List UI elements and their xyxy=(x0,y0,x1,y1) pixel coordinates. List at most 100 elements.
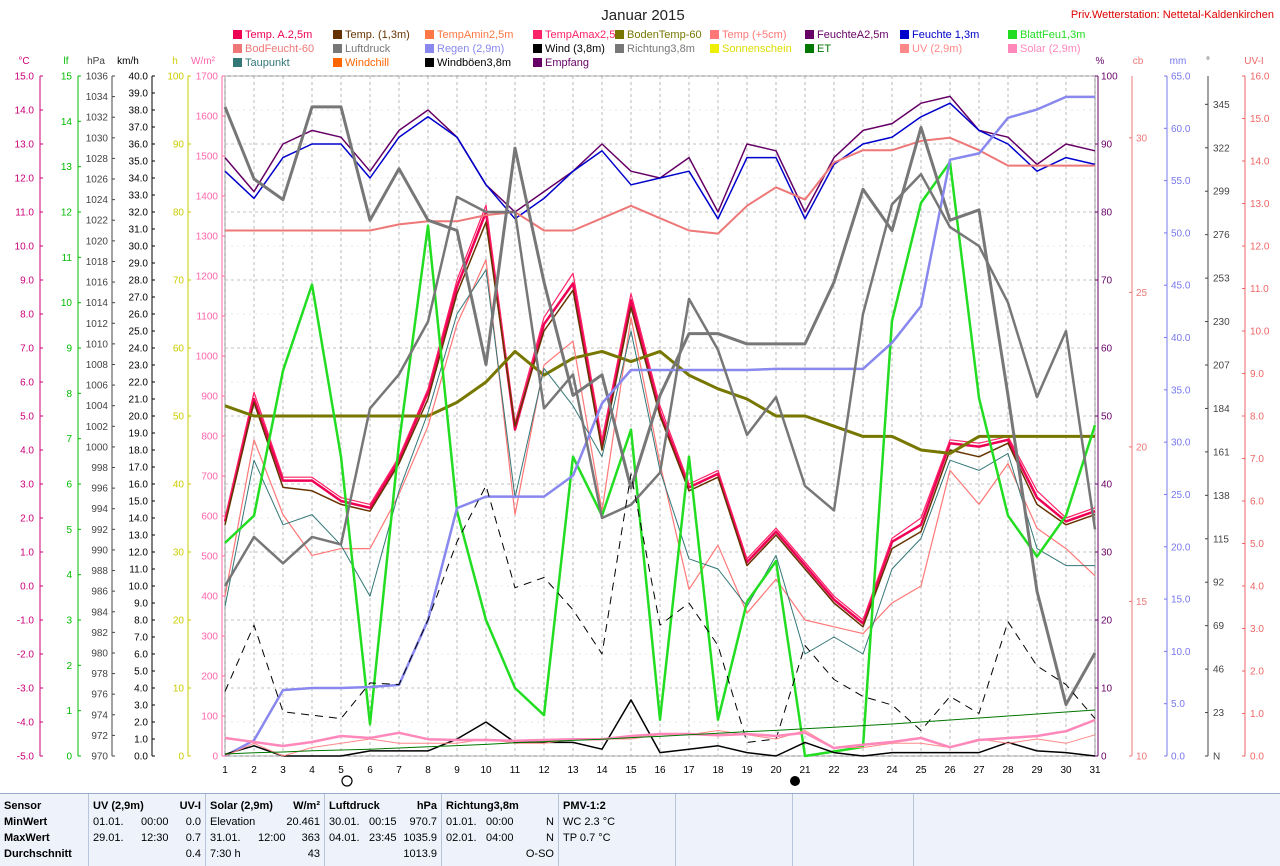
axis-tick-label-c: -1.0 xyxy=(17,616,35,627)
footer-direction-min-date: 01.01. xyxy=(446,816,477,828)
axis-tick-label-lf: 10 xyxy=(61,298,73,309)
footer-solar-avg-value: 43 xyxy=(307,848,320,860)
axis-tick-label-c: -4.0 xyxy=(17,718,35,729)
legend-label: FeuchteA2,5m xyxy=(817,29,889,41)
axis-tick-label-mm: 50.0 xyxy=(1171,228,1191,239)
axis-tick-label-kmh: 3.0 xyxy=(134,701,148,712)
footer-pressure-title: Luftdruck xyxy=(329,800,380,812)
axis-tick-label-c: 15.0 xyxy=(15,72,35,83)
axis-tick-label-hpa: 988 xyxy=(91,566,108,577)
axis-tick-label-wm2: 1000 xyxy=(196,352,219,363)
axis-tick-label-pct: 30 xyxy=(1101,548,1113,559)
axis-tick-label-hpa: 982 xyxy=(91,628,108,639)
axis-tick-label-c: 8.0 xyxy=(20,310,34,321)
axis-unit-uv: UV-I xyxy=(1244,56,1263,67)
axis-tick-label-kmh: 0.0 xyxy=(134,752,148,763)
footer-direction-min-value: N xyxy=(546,816,554,828)
axis-tick-label-kmh: 30.0 xyxy=(129,242,149,253)
legend-label: BodenTemp-60 xyxy=(627,29,702,41)
axis-tick-label-kmh: 6.0 xyxy=(134,650,148,661)
moon-full-icon xyxy=(341,775,353,787)
axis-tick-label-kmh: 38.0 xyxy=(129,106,149,117)
axis-tick-label-hpa: 1026 xyxy=(86,175,109,186)
axis-tick-label-hpa: 998 xyxy=(91,463,108,474)
axis-tick-label-kmh: 24.0 xyxy=(129,344,149,355)
axis-tick-label-lf: 9 xyxy=(66,344,72,355)
axis-tick-label-kmh: 15.0 xyxy=(129,497,149,508)
axis-tick-label-kmh: 16.0 xyxy=(129,480,149,491)
series-line-temp5cm xyxy=(224,259,1096,635)
footer-solar-max-time: 12:00 xyxy=(258,832,286,844)
footer-pressure-min-date: 30.01. xyxy=(329,816,360,828)
footer-direction-avg-value: O-SO xyxy=(525,848,554,860)
axis-tick-label-c: 12.0 xyxy=(15,174,35,185)
axis-tick-label-pct: 90 xyxy=(1101,140,1113,151)
axis-tick-label-kmh: 40.0 xyxy=(129,72,149,83)
footer-pressure-max-time: 23:45 xyxy=(369,832,397,844)
legend-label: Sonnenschein xyxy=(722,43,792,55)
series-line-tempAmax xyxy=(224,204,1096,621)
axis-tick-label-uv: 10.0 xyxy=(1250,327,1270,338)
axis-tick-label-mm: 55.0 xyxy=(1171,176,1191,187)
footer-uv-unit: UV-I xyxy=(179,800,201,812)
legend-label: Empfang xyxy=(545,57,589,69)
axis-tick-label-hpa: 976 xyxy=(91,690,108,701)
axis-tick-label-kmh: 35.0 xyxy=(129,157,149,168)
x-axis-ticks: 1 2 3 4 5 6 7 8 9 10 11 12 13 14 15 16 17 18 19 20 21 22 23 24 2… xyxy=(222,765,1101,776)
axis-unit-cb: cb xyxy=(1133,56,1144,67)
axis-tick-label-uv: 14.0 xyxy=(1250,157,1270,168)
footer-pmv-tp: TP 0.7 °C xyxy=(563,832,611,844)
x-tick-label: 7 xyxy=(396,765,402,776)
legend-label: Feuchte 1,3m xyxy=(912,29,979,41)
legend-swatch xyxy=(233,30,242,39)
series-group xyxy=(223,95,1097,758)
axis-tick-label-kmh: 21.0 xyxy=(129,395,149,406)
axis-tick-label-lf: 0 xyxy=(66,752,72,763)
footer-pmv-title: PMV-1:2 xyxy=(563,800,606,812)
axis-tick-label-kmh: 20.0 xyxy=(129,412,149,423)
x-tick-label: 3 xyxy=(280,765,286,776)
legend-label: Solar (2,9m) xyxy=(1020,43,1081,55)
series-line-bodenTemp xyxy=(224,349,1095,455)
axis-tick-label-c: 11.0 xyxy=(15,208,34,219)
footer-direction-max-date: 02.01. xyxy=(446,832,477,844)
footer-empty-column-1 xyxy=(676,794,793,866)
axis-unit-pct: % xyxy=(1096,56,1105,67)
legend-label: Windchill xyxy=(345,57,389,69)
axis-tick-label-hpa: 996 xyxy=(91,484,108,495)
legend-label: Taupunkt xyxy=(245,57,290,69)
legend-label: TempAmax2,5m xyxy=(545,29,624,41)
axis-tick-label-pct: 60 xyxy=(1101,344,1113,355)
axis-tick-label-kmh: 22.0 xyxy=(129,378,149,389)
legend-swatch xyxy=(333,58,342,67)
axis-tick-label-kmh: 31.0 xyxy=(129,225,149,236)
axis-tick-label-hpa: 974 xyxy=(91,710,108,721)
footer-pressure-avg-value: 1013.9 xyxy=(403,848,437,860)
axis-tick-label-lf: 13 xyxy=(61,162,73,173)
station-label: Priv.Wetterstation: Nettetal-Kaldenkirch… xyxy=(1071,9,1274,21)
footer-pressure-unit: hPa xyxy=(416,800,437,812)
axis-tick-label-deg: 138 xyxy=(1213,491,1230,502)
axis-tick-label-kmh: 25.0 xyxy=(129,327,149,338)
legend-swatch xyxy=(1008,44,1017,53)
axis-tick-label-deg: 23 xyxy=(1213,708,1225,719)
axis-tick-label-wm2: 800 xyxy=(201,432,218,443)
x-tick-label: 15 xyxy=(625,765,637,776)
axis-tick-label-hpa: 1008 xyxy=(86,360,109,371)
footer-solar-column: Solar (2,9m) W/m² Elevation 20.461 31.01. 1… xyxy=(206,794,325,866)
legend-swatch xyxy=(533,44,542,53)
axis-tick-label-kmh: 23.0 xyxy=(129,361,149,372)
footer-direction-column: Richtung3,8m 01.01. 00:00 N 02.01. 04:00 N O… xyxy=(442,794,559,866)
x-tick-label: 27 xyxy=(973,765,985,776)
axis-tick-label-kmh: 5.0 xyxy=(134,667,148,678)
axis-tick-label-h: 70 xyxy=(173,276,185,287)
footer-solar-title: Solar (2,9m) xyxy=(210,800,273,812)
axis-tick-label-lf: 7 xyxy=(66,434,72,445)
x-tick-label: 22 xyxy=(828,765,840,776)
axis-tick-label-c: 2.0 xyxy=(20,514,34,525)
statistics-footer: Sensor MinWert MaxWert Durchschnitt UV (… xyxy=(0,793,1280,866)
axis-tick-label-hpa: 1016 xyxy=(86,278,109,289)
axis-tick-label-c: 10.0 xyxy=(15,242,35,253)
axis-tick-label-uv: 7.0 xyxy=(1250,454,1264,465)
x-tick-label: 11 xyxy=(510,765,521,776)
